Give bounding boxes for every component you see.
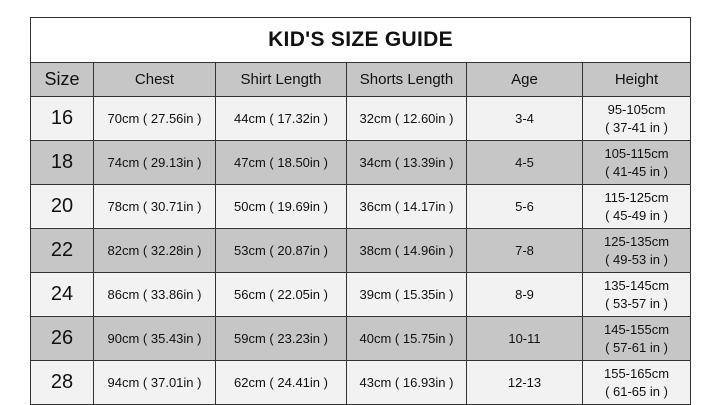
cell-shorts: 40cm ( 15.75in ): [346, 316, 467, 361]
height-in: ( 45-49 in ): [605, 207, 668, 223]
height-cm: 115-125cm: [604, 189, 669, 205]
cell-chest: 94cm ( 37.01in ): [93, 360, 216, 405]
column-header: Shirt Length: [215, 62, 347, 97]
cell-chest: 70cm ( 27.56in ): [93, 96, 216, 141]
height-in: ( 57-61 in ): [605, 339, 668, 355]
height-in: ( 61-65 in ): [605, 383, 668, 399]
cell-age: 3-4: [466, 96, 583, 141]
cell-height: 105-115cm ( 41-45 in ): [581, 140, 692, 185]
cell-shirt: 44cm ( 17.32in ): [215, 96, 347, 141]
column-header: Shorts Length: [346, 62, 467, 97]
column-header: Chest: [93, 62, 216, 97]
height-in: ( 41-45 in ): [605, 163, 668, 179]
cell-size: 22: [30, 228, 94, 273]
cell-age: 12-13: [466, 360, 583, 405]
cell-shorts: 32cm ( 12.60in ): [346, 96, 467, 141]
cell-height: 155-165cm ( 61-65 in ): [581, 360, 692, 405]
height-cm: 95-105cm: [607, 101, 666, 117]
cell-height: 125-135cm ( 49-53 in ): [581, 228, 692, 273]
cell-height: 145-155cm ( 57-61 in ): [581, 316, 692, 361]
cell-shorts: 43cm ( 16.93in ): [346, 360, 467, 405]
table-row: 20 78cm ( 30.71in ) 50cm ( 19.69in ) 36cm (…: [30, 184, 692, 229]
height-cm: 135-145cm: [603, 277, 670, 293]
cell-shirt: 62cm ( 24.41in ): [215, 360, 347, 405]
cell-size: 18: [30, 140, 94, 185]
cell-height: 115-125cm ( 45-49 in ): [581, 184, 692, 229]
height-cm: 145-155cm: [603, 321, 670, 337]
cell-shorts: 34cm ( 13.39in ): [346, 140, 467, 185]
cell-shirt: 50cm ( 19.69in ): [215, 184, 347, 229]
cell-shorts: 36cm ( 14.17in ): [346, 184, 467, 229]
cell-shorts: 39cm ( 15.35in ): [346, 272, 467, 317]
cell-age: 8-9: [466, 272, 583, 317]
height-cm: 155-165cm: [603, 365, 670, 381]
cell-shorts: 38cm ( 14.96in ): [346, 228, 467, 273]
height-in: ( 37-41 in ): [605, 119, 668, 135]
table-row: 24 86cm ( 33.86in ) 56cm ( 22.05in ) 39cm (…: [30, 272, 692, 317]
cell-shirt: 59cm ( 23.23in ): [215, 316, 347, 361]
column-header: Size: [30, 62, 94, 97]
cell-age: 7-8: [466, 228, 583, 273]
height-in: ( 49-53 in ): [605, 251, 668, 267]
cell-chest: 86cm ( 33.86in ): [93, 272, 216, 317]
cell-chest: 78cm ( 30.71in ): [93, 184, 216, 229]
cell-size: 20: [30, 184, 94, 229]
table-row: 18 74cm ( 29.13in ) 47cm ( 18.50in ) 34cm (…: [30, 140, 692, 185]
cell-size: 26: [30, 316, 94, 361]
cell-age: 10-11: [466, 316, 583, 361]
cell-size: 28: [30, 360, 94, 405]
cell-shirt: 56cm ( 22.05in ): [215, 272, 347, 317]
cell-chest: 90cm ( 35.43in ): [93, 316, 216, 361]
cell-height: 95-105cm ( 37-41 in ): [581, 96, 692, 141]
cell-height: 135-145cm ( 53-57 in ): [581, 272, 692, 317]
cell-shirt: 47cm ( 18.50in ): [215, 140, 347, 185]
header-row: Size Chest Shirt Length Shorts Length Ag…: [30, 62, 692, 97]
table-row: 22 82cm ( 32.28in ) 53cm ( 20.87in ) 38cm (…: [30, 228, 692, 273]
height-cm: 125-135cm: [603, 233, 670, 249]
cell-size: 16: [30, 96, 94, 141]
column-header: Age: [466, 62, 583, 97]
height-in: ( 53-57 in ): [605, 295, 668, 311]
size-guide: KID'S SIZE GUIDE Size Chest Shirt Length…: [29, 17, 692, 405]
column-header: Height: [581, 62, 692, 97]
table-row: 26 90cm ( 35.43in ) 59cm ( 23.23in ) 40cm (…: [30, 316, 692, 361]
cell-shirt: 53cm ( 20.87in ): [215, 228, 347, 273]
cell-chest: 82cm ( 32.28in ): [93, 228, 216, 273]
cell-age: 5-6: [466, 184, 583, 229]
table-row: 16 70cm ( 27.56in ) 44cm ( 17.32in ) 32cm (…: [30, 96, 692, 141]
size-table: KID'S SIZE GUIDE Size Chest Shirt Length…: [29, 17, 692, 405]
cell-age: 4-5: [466, 140, 583, 185]
cell-size: 24: [30, 272, 94, 317]
height-cm: 105-115cm: [604, 145, 669, 161]
table-row: 28 94cm ( 37.01in ) 62cm ( 24.41in ) 43cm (…: [30, 360, 692, 405]
table-title: KID'S SIZE GUIDE: [29, 17, 692, 63]
cell-chest: 74cm ( 29.13in ): [93, 140, 216, 185]
